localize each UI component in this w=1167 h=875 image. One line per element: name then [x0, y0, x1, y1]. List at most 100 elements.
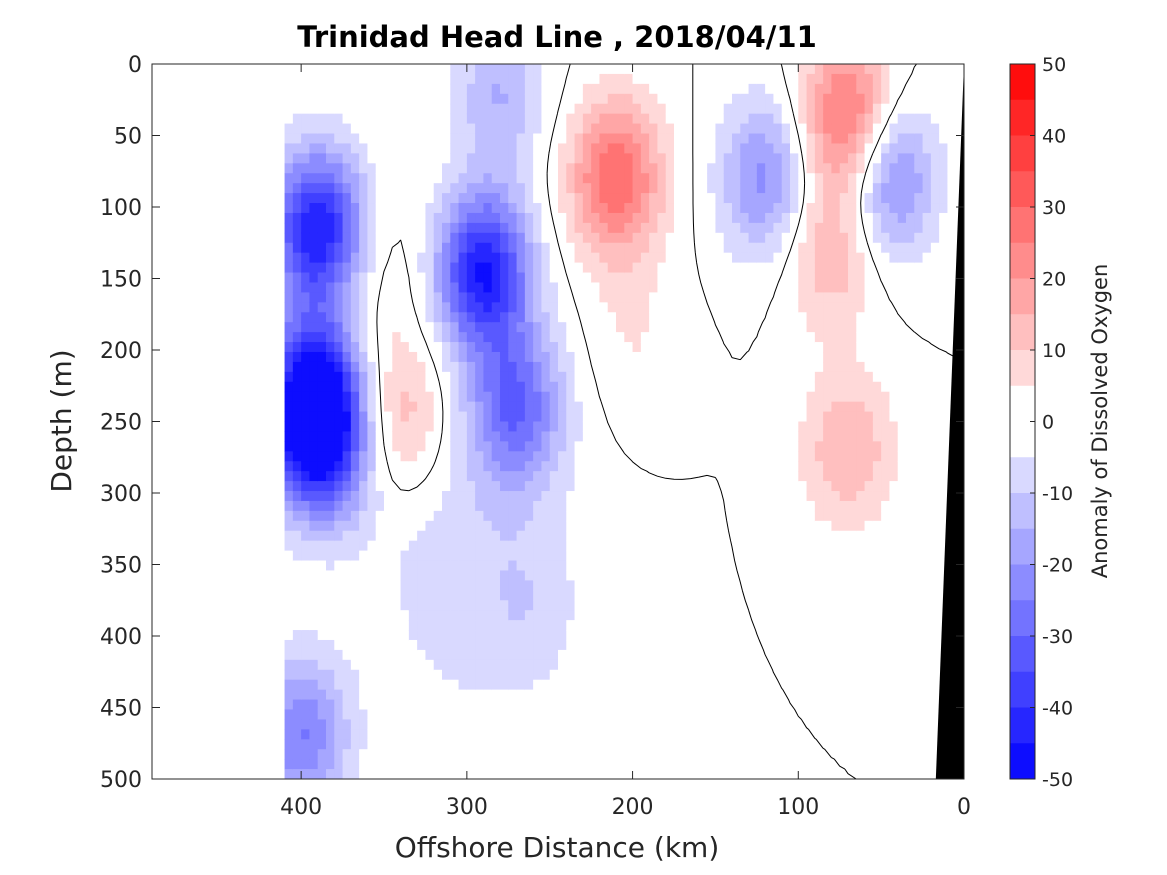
heatmap-cell — [632, 123, 642, 135]
heatmap-cell — [408, 342, 418, 353]
heatmap-cell — [500, 212, 509, 224]
heatmap-cell — [781, 461, 791, 472]
heatmap-cell — [483, 143, 493, 154]
heatmap-cell — [682, 699, 692, 711]
heatmap-cell — [450, 510, 460, 522]
heatmap-cell — [541, 769, 551, 779]
heatmap-cell — [773, 292, 783, 303]
heatmap-cell — [508, 500, 518, 512]
heatmap-cell — [549, 272, 559, 284]
heatmap-cell — [491, 73, 501, 85]
heatmap-cell — [781, 540, 791, 552]
heatmap-cell — [732, 510, 741, 522]
heatmap-cell — [508, 183, 518, 194]
heatmap-cell — [657, 252, 667, 264]
heatmap-cell — [690, 272, 700, 284]
heatmap-cell — [516, 133, 526, 145]
heatmap-cell — [715, 510, 725, 522]
heatmap-cell — [765, 123, 775, 135]
heatmap-cell — [458, 600, 468, 611]
heatmap-cell — [425, 93, 435, 105]
heatmap-cell — [582, 232, 592, 244]
heatmap-cell — [823, 421, 833, 433]
heatmap-cell — [806, 481, 816, 492]
heatmap-cell — [334, 491, 344, 502]
heatmap-cell — [790, 351, 799, 363]
heatmap-cell — [848, 163, 857, 174]
heatmap-cell — [798, 262, 808, 274]
heatmap-cell — [309, 639, 319, 651]
heatmap-cell — [425, 530, 435, 542]
heatmap-cell — [765, 242, 775, 254]
heatmap-cell — [558, 461, 567, 472]
heatmap-cell — [781, 630, 791, 641]
heatmap-cell — [790, 73, 799, 85]
heatmap-cell — [458, 113, 468, 125]
heatmap-cell — [417, 64, 427, 75]
heatmap-cell — [549, 312, 559, 323]
heatmap-cell — [350, 659, 360, 671]
heatmap-cell — [591, 351, 601, 363]
heatmap-cell — [458, 93, 468, 105]
heatmap-cell — [408, 630, 418, 641]
heatmap-cell — [723, 689, 733, 701]
heatmap-cell — [400, 193, 410, 204]
heatmap-cell — [500, 471, 509, 482]
heatmap-cell — [715, 272, 725, 284]
heatmap-cell — [500, 679, 509, 691]
heatmap-cell — [301, 749, 311, 760]
heatmap-cell — [524, 173, 534, 184]
heatmap-cell — [856, 222, 866, 234]
heatmap-cell — [649, 719, 659, 730]
heatmap-cell — [450, 471, 460, 482]
heatmap-cell — [831, 620, 841, 631]
heatmap-cell — [756, 600, 766, 611]
heatmap-cell — [773, 282, 783, 294]
heatmap-cell — [317, 312, 327, 323]
heatmap-cell — [765, 769, 775, 779]
heatmap-cell — [417, 600, 427, 611]
heatmap-cell — [698, 491, 708, 502]
heatmap-cell — [334, 421, 344, 433]
heatmap-cell — [533, 342, 543, 353]
heatmap-cell — [814, 630, 824, 641]
heatmap-cell — [591, 73, 601, 85]
heatmap-cell — [798, 212, 808, 224]
heatmap-cell — [582, 540, 592, 552]
heatmap-cell — [483, 93, 493, 105]
heatmap-cell — [582, 302, 592, 313]
heatmap-cell — [326, 431, 335, 442]
heatmap-cell — [508, 431, 518, 442]
heatmap-cell — [707, 500, 717, 512]
heatmap-cell — [342, 193, 352, 204]
heatmap-cell — [649, 689, 659, 701]
heatmap-cell — [442, 560, 451, 572]
heatmap-cell — [823, 739, 833, 750]
heatmap-cell — [350, 292, 360, 303]
heatmap-cell — [765, 64, 775, 75]
heatmap-cell — [284, 411, 294, 423]
heatmap-cell — [367, 133, 377, 145]
heatmap-cell — [326, 719, 335, 730]
heatmap-cell — [292, 590, 302, 601]
heatmap-cell — [475, 689, 485, 701]
heatmap-cell — [723, 500, 733, 512]
heatmap-cell — [848, 342, 857, 353]
heatmap-cell — [765, 183, 775, 194]
heatmap-cell — [524, 302, 534, 313]
heatmap-cell — [723, 560, 733, 572]
heatmap-cell — [732, 441, 741, 452]
heatmap-cell — [500, 342, 509, 353]
heatmap-cell — [781, 93, 791, 105]
heatmap-cell — [806, 401, 816, 413]
heatmap-cell — [599, 262, 609, 274]
heatmap-cell — [823, 451, 833, 462]
heatmap-cell — [856, 103, 866, 115]
heatmap-cell — [549, 411, 559, 423]
heatmap-cell — [359, 193, 369, 204]
heatmap-cell — [466, 421, 476, 433]
heatmap-cell — [500, 143, 509, 154]
heatmap-cell — [566, 749, 576, 760]
heatmap-cell — [342, 332, 352, 343]
heatmap-cell — [707, 451, 717, 462]
